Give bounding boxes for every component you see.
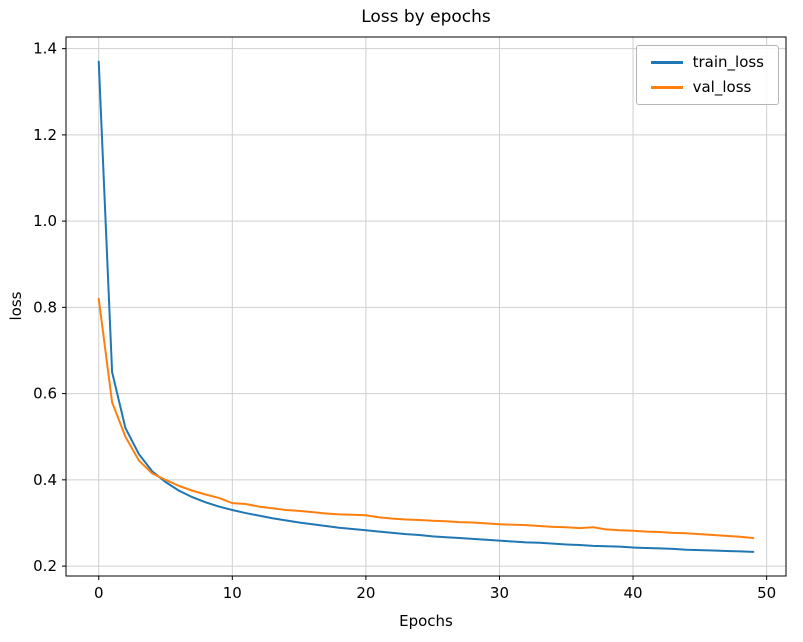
val-loss-line-swatch (650, 86, 683, 89)
y-tick-label: 0.6 (33, 385, 57, 403)
x-tick-label: 30 (490, 584, 509, 602)
y-tick-label: 1.0 (33, 212, 57, 230)
x-tick-label: 50 (757, 584, 776, 602)
x-axis-label: Epochs (399, 612, 453, 630)
x-tick-label: 0 (94, 584, 104, 602)
x-tick-label: 40 (624, 584, 643, 602)
x-tick-label: 20 (356, 584, 375, 602)
y-tick-label: 1.2 (33, 126, 57, 144)
series-line-train_loss (97, 60, 755, 553)
legend: train_loss val_loss (635, 45, 779, 105)
axes-border (65, 36, 787, 577)
x-tick-label: 10 (223, 584, 242, 602)
chart-title: Loss by epochs (361, 7, 491, 27)
legend-label-train-loss: train_loss (692, 53, 764, 71)
legend-item-val-loss: val_loss (650, 78, 764, 96)
y-tick-label: 0.8 (33, 298, 57, 316)
legend-item-train-loss: train_loss (650, 53, 764, 71)
series-line-val_loss (97, 297, 755, 540)
y-tick-label: 0.4 (33, 471, 57, 489)
legend-label-val-loss: val_loss (692, 78, 752, 96)
y-tick-label: 1.4 (33, 40, 57, 58)
train-loss-line-swatch (650, 61, 683, 64)
y-tick-label: 0.2 (33, 557, 57, 575)
